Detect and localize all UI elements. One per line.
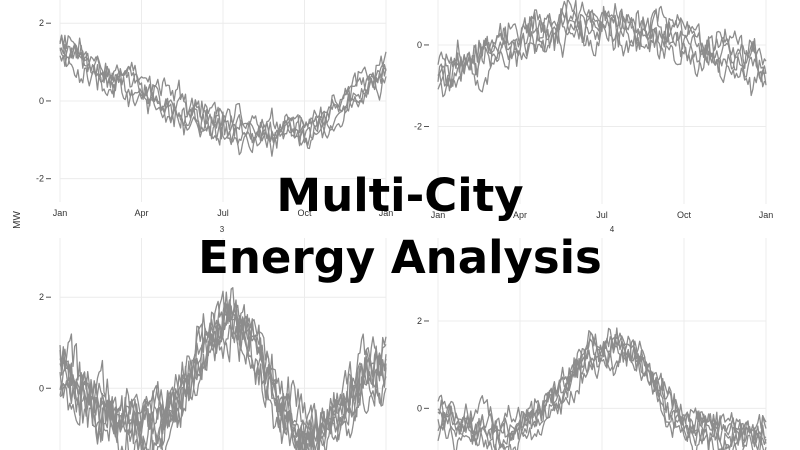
- series-line: [59, 43, 387, 156]
- y-tick-label: 0: [39, 383, 44, 393]
- series-line: [437, 0, 767, 80]
- facet-label: 3: [220, 225, 225, 234]
- y-tick-label: 2: [39, 292, 44, 302]
- x-tick-label: Jul: [217, 208, 229, 218]
- y-tick-label: -2: [36, 174, 44, 184]
- series-line: [437, 331, 767, 445]
- y-axis-title: MW: [12, 211, 23, 229]
- x-tick-label: Jan: [379, 208, 394, 218]
- y-tick-label: 0: [417, 40, 422, 50]
- y-tick-label: 2: [417, 316, 422, 326]
- y-tick-label: 0: [417, 403, 422, 413]
- y-tick-label: -2: [414, 122, 422, 132]
- series-line: [59, 54, 387, 157]
- series-line: [437, 344, 767, 450]
- y-tick-label: 0: [39, 96, 44, 106]
- y-tick-label: 2: [39, 18, 44, 28]
- x-tick-label: Jul: [596, 210, 608, 220]
- x-tick-label: Apr: [134, 208, 148, 218]
- x-tick-label: Oct: [297, 208, 312, 218]
- series-line: [437, 19, 767, 98]
- x-tick-label: Jan: [53, 208, 68, 218]
- x-tick-label: Jan: [431, 210, 446, 220]
- x-tick-label: Jan: [759, 210, 774, 220]
- x-tick-label: Oct: [677, 210, 692, 220]
- x-tick-label: Apr: [513, 210, 527, 220]
- series-line: [59, 287, 387, 450]
- facet-label: 4: [610, 225, 615, 234]
